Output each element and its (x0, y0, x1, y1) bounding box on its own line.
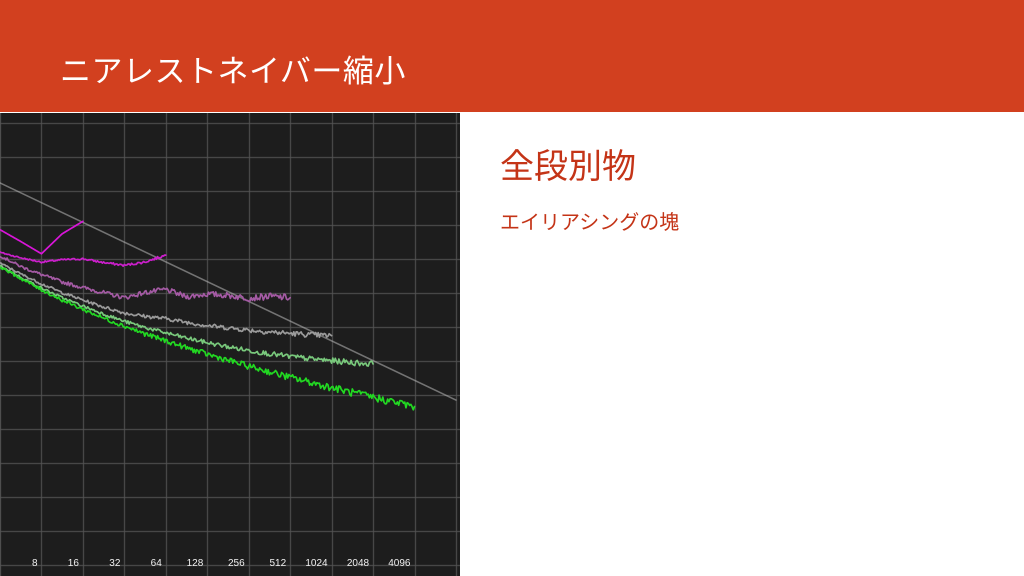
chart-gridlines (0, 113, 460, 576)
reference-line-ideal-slope-reference (0, 182, 457, 401)
series-magenta-mid (0, 251, 167, 267)
series-magenta-bright (0, 220, 84, 255)
series-green-pale (0, 264, 374, 367)
body-text-panel: 全段別物 エイリアシングの塊 (460, 113, 1024, 576)
series-gray-line (0, 262, 333, 339)
chart-panel: 8 16 32 64 128 256 512 1024 2048 4096 (0, 113, 460, 576)
body-subtext: エイリアシングの塊 (500, 212, 680, 234)
slide-title: ニアレストネイバー縮小 (60, 54, 406, 89)
chart-plot-area: 8 16 32 64 128 256 512 1024 2048 4096 (0, 113, 460, 576)
series-green-bright (0, 266, 416, 411)
chart-series-layer (0, 182, 457, 411)
series-purple-light (0, 255, 291, 303)
body-heading: 全段別物 (500, 148, 636, 186)
title-banner: ニアレストネイバー縮小 (0, 0, 1024, 112)
